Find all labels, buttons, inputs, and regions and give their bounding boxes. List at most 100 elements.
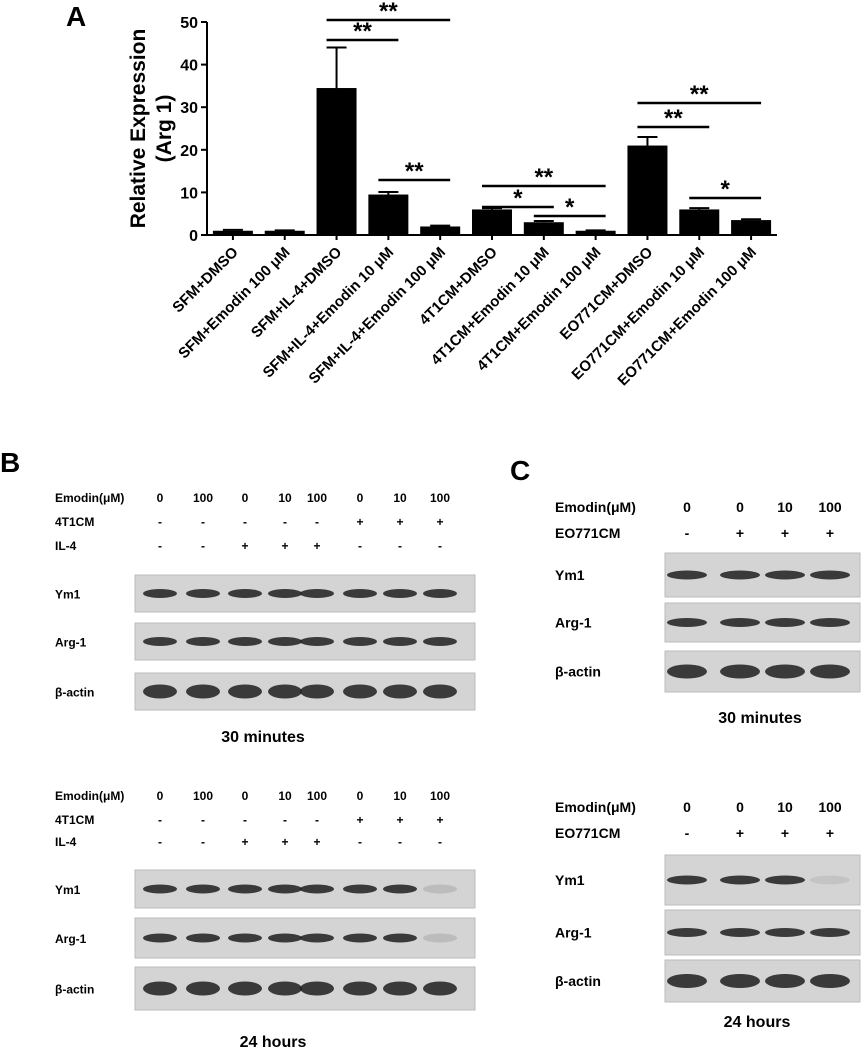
significance-label: ** <box>690 81 709 108</box>
condition-label: Emodin(μM) <box>55 491 124 505</box>
condition-label: IL-4 <box>55 539 77 553</box>
band-label: Ym1 <box>55 883 81 897</box>
lane-value: 100 <box>307 491 327 505</box>
significance-label: ** <box>534 164 553 191</box>
condition-label: Emodin(μM) <box>555 799 636 815</box>
lane-value: + <box>436 515 443 529</box>
protein-band <box>343 933 377 943</box>
protein-band <box>143 684 177 699</box>
y-axis-label: Relative Expression <box>127 29 150 229</box>
protein-band <box>300 684 334 699</box>
protein-band <box>343 981 377 996</box>
lane-value: - <box>685 525 690 541</box>
time-caption: 24 hours <box>240 1034 307 1050</box>
band-label: Arg-1 <box>555 615 592 631</box>
significance-label: * <box>513 185 523 212</box>
lane-value: - <box>158 539 162 553</box>
protein-band <box>268 684 302 699</box>
lane-value: 0 <box>736 799 744 815</box>
protein-band <box>383 933 417 943</box>
protein-band <box>667 875 707 885</box>
band-label: Arg-1 <box>55 636 87 650</box>
protein-band <box>765 618 805 627</box>
protein-band <box>228 589 262 598</box>
time-caption: 30 minutes <box>221 729 305 746</box>
protein-band <box>268 884 302 894</box>
protein-band <box>268 637 302 646</box>
lane-value: 0 <box>683 799 691 815</box>
bar <box>264 230 305 235</box>
lane-value: - <box>398 539 402 553</box>
lane-value: + <box>313 835 320 849</box>
protein-band <box>300 884 334 894</box>
lane-value: + <box>356 515 363 529</box>
panel-label: B <box>0 447 20 478</box>
protein-band <box>765 974 805 988</box>
condition-label: EO771CM <box>555 525 620 541</box>
protein-band <box>343 884 377 894</box>
lane-value: 100 <box>818 799 842 815</box>
blot-membrane <box>664 854 861 906</box>
lane-value: + <box>396 515 403 529</box>
band-label: β-actin <box>555 973 601 989</box>
lane-value: - <box>283 515 287 529</box>
lane-value: - <box>358 835 362 849</box>
lane-value: - <box>685 825 690 841</box>
significance-label: ** <box>664 105 683 132</box>
protein-band <box>423 589 457 598</box>
band-label: β-actin <box>555 664 601 680</box>
bar <box>627 145 668 235</box>
panel-label: C <box>510 455 530 486</box>
protein-band <box>383 981 417 996</box>
protein-band <box>143 981 177 996</box>
protein-band <box>186 981 220 996</box>
lane-value: - <box>283 813 287 827</box>
condition-label: Emodin(μM) <box>555 499 636 515</box>
protein-band <box>143 884 177 894</box>
protein-band <box>765 928 805 937</box>
protein-band <box>810 928 850 937</box>
lane-value: 0 <box>242 789 249 803</box>
protein-band <box>667 570 707 580</box>
lane-value: 0 <box>242 491 249 505</box>
lane-value: - <box>438 835 442 849</box>
significance-label: ** <box>379 0 398 25</box>
protein-band <box>300 933 334 943</box>
lane-value: 0 <box>357 789 364 803</box>
protein-band <box>765 875 805 885</box>
protein-band <box>423 981 457 996</box>
lane-value: + <box>781 825 789 841</box>
lane-value: - <box>201 515 205 529</box>
bar <box>212 230 253 235</box>
band-label: Arg-1 <box>555 925 592 941</box>
lane-value: 0 <box>736 499 744 515</box>
condition-label: 4T1CM <box>55 515 94 529</box>
protein-band <box>383 884 417 894</box>
lane-value: - <box>158 813 162 827</box>
lane-value: + <box>826 525 834 541</box>
x-tick-label: SFM+IL-4+DMSO <box>248 244 346 342</box>
y-tick-label: 40 <box>180 58 198 75</box>
protein-band <box>423 884 457 894</box>
lane-value: 10 <box>278 491 292 505</box>
protein-band <box>228 684 262 699</box>
y-tick-label: 30 <box>180 100 198 117</box>
lane-value: 10 <box>393 491 407 505</box>
lane-value: + <box>281 539 288 553</box>
protein-band <box>268 981 302 996</box>
protein-band <box>143 933 177 943</box>
protein-band <box>810 664 850 679</box>
significance-label: * <box>721 176 731 203</box>
lane-value: - <box>358 539 362 553</box>
bar <box>679 209 720 235</box>
protein-band <box>343 637 377 646</box>
lane-value: + <box>436 813 443 827</box>
protein-band <box>720 664 760 679</box>
lane-value: + <box>313 539 320 553</box>
lane-value: 0 <box>157 789 164 803</box>
protein-band <box>667 664 707 679</box>
protein-band <box>300 981 334 996</box>
bar <box>575 230 616 235</box>
lane-value: + <box>781 525 789 541</box>
